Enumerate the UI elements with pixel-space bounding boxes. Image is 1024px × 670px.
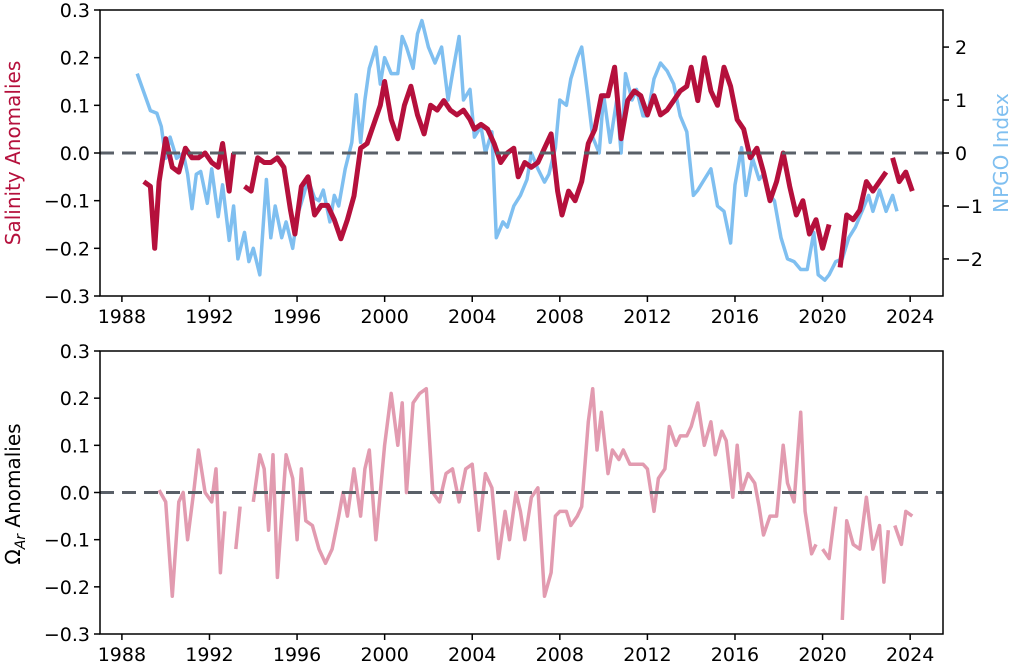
y-tick-label: 0.0 [60, 483, 90, 505]
y-tick-label: 0.1 [60, 95, 90, 117]
x-tick-label: 2000 [360, 644, 408, 666]
x-tick-label: 2024 [886, 306, 934, 328]
x-tick-label: 2008 [536, 644, 584, 666]
bottom-x-axis: 1988 1992 1996 2000 2004 2008 2012 2016 2020 2024 [98, 634, 934, 666]
y2-tick-label: −1 [955, 196, 983, 218]
x-tick-label: 2020 [798, 644, 846, 666]
omega-ar-anomaly-line [234, 506, 242, 550]
x-tick-label: 2000 [360, 306, 408, 328]
x-tick-label: 2004 [448, 644, 496, 666]
x-tick-label: 2008 [536, 306, 584, 328]
x-tick-label: 1996 [273, 306, 321, 328]
top-series-group [135, 18, 915, 282]
y-tick-label: 0.2 [60, 48, 90, 70]
y-tick-label: 0.3 [60, 0, 90, 22]
bottom-left-axis: −0.3 −0.2 −0.1 0.0 0.1 0.2 0.3 [44, 341, 100, 646]
x-tick-label: 2012 [623, 306, 671, 328]
y-tick-label: −0.1 [44, 530, 90, 552]
x-tick-label: 2024 [886, 644, 934, 666]
salinity-anomaly-line [243, 55, 832, 251]
top-panel: 1988 1992 1996 2000 2004 2008 2012 2016 2020 2024… [1, 0, 1013, 328]
x-tick-label: 2020 [798, 306, 846, 328]
x-tick-label: 2012 [623, 644, 671, 666]
omega-ar-anomaly-line [251, 386, 818, 599]
x-tick-label: 1992 [185, 306, 233, 328]
x-tick-label: 1992 [185, 644, 233, 666]
top-x-axis: 1988 1992 1996 2000 2004 2008 2012 2016 2020 2024 [98, 296, 934, 328]
y-tick-label: 0.2 [60, 388, 90, 410]
x-tick-label: 1988 [98, 644, 146, 666]
y-tick-label: 0.0 [60, 143, 90, 165]
x-tick-label: 2016 [711, 306, 759, 328]
bottom-panel: 1988 1992 1996 2000 2004 2008 2012 2016 2020 2024… [1, 341, 944, 666]
y-tick-label: −0.2 [44, 577, 90, 599]
y2-tick-label: −2 [955, 249, 983, 271]
x-tick-label: 1988 [98, 306, 146, 328]
salinity-anomaly-line [890, 157, 915, 192]
y2-tick-label: 2 [955, 37, 967, 59]
y-tick-label: 0.1 [60, 435, 90, 457]
y2-tick-label: 1 [955, 90, 967, 112]
bottom-left-axis-title: ΩAr Anomalies [1, 423, 29, 564]
y-tick-label: 0.3 [60, 341, 90, 363]
x-tick-label: 1996 [273, 644, 321, 666]
omega-ar-anomaly-line [893, 509, 914, 547]
x-tick-label: 2004 [448, 306, 496, 328]
omega-ar-anomaly-line [157, 448, 227, 599]
y-tick-label: −0.3 [44, 286, 90, 308]
omega-ar-anomaly-line [840, 495, 891, 620]
y2-tick-label: 0 [955, 143, 967, 165]
y-tick-label: −0.1 [44, 191, 90, 213]
omega-ar-anomaly-line [821, 506, 838, 561]
y-tick-label: −0.2 [44, 238, 90, 260]
top-right-axis-title: NPGO Index [989, 93, 1013, 213]
y-tick-label: −0.3 [44, 624, 90, 646]
x-tick-label: 2016 [711, 644, 759, 666]
bottom-series-group [157, 386, 914, 620]
npgo-index-line [135, 18, 899, 282]
top-left-axis: −0.3 −0.2 −0.1 0.0 0.1 0.2 0.3 [44, 0, 100, 308]
top-right-axis: −2 −1 0 1 2 [943, 37, 983, 271]
top-left-axis-title: Salinity Anomalies [1, 61, 25, 246]
salinity-anomaly-line [837, 170, 889, 268]
